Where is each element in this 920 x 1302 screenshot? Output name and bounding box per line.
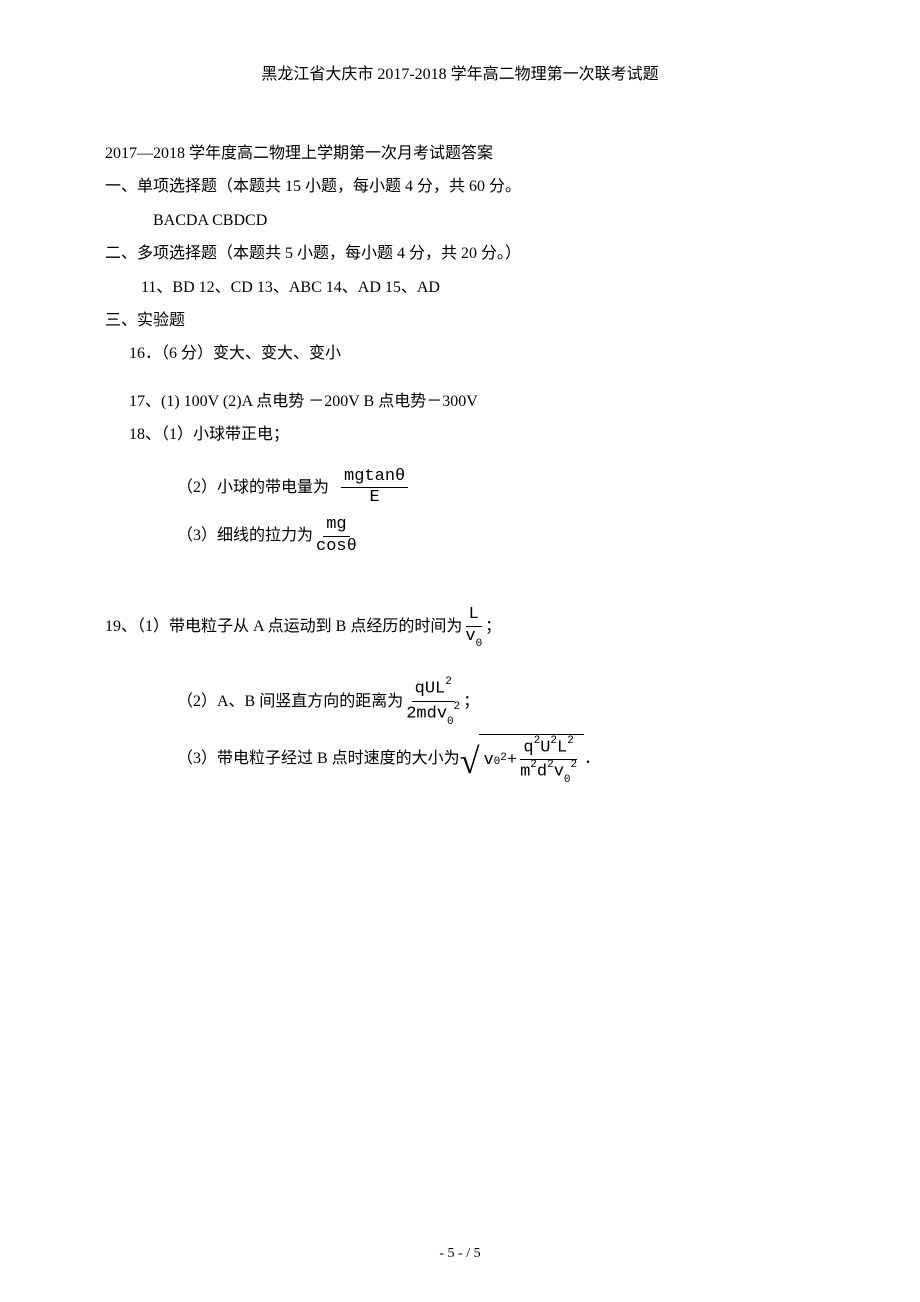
header-title-text: 黑龙江省大庆市 2017-2018 学年高二物理第一次联考试题 [261, 66, 658, 83]
q16-answer: 16．（6 分）变大、变大、变小 [105, 339, 815, 369]
answer-title: 2017—2018 学年度高二物理上学期第一次月考试题答案 [105, 139, 815, 169]
q19-part1: 19、（1）带电粒子从 A 点运动到 B 点经历的时间为 L v0 ； [105, 606, 815, 648]
frac-num: q2U2L2 [520, 737, 576, 760]
sqrt-expression: √ v02+ q2U2L2 m2d2v02 [460, 734, 584, 784]
section-3-heading: 三、实验题 [105, 306, 815, 336]
q18-part1: 18、（1）小球带正电； [105, 420, 815, 450]
frac-num: qUL2 [412, 678, 455, 701]
q18-part2: （2）小球的带电量为 mgtanθ E [105, 468, 815, 508]
frac-den: m2d2v02 [517, 760, 580, 784]
semicolon: ； [485, 612, 501, 642]
q18-part2-fraction: mgtanθ E [341, 468, 408, 508]
page-number: - 5 - / 5 [439, 1246, 480, 1261]
q18-part3-label: （3）细线的拉力为 [177, 521, 313, 551]
document-body: 2017—2018 学年度高二物理上学期第一次月考试题答案 一、单项选择题（本题… [105, 139, 815, 784]
q18-part3: （3）细线的拉力为 mg cosθ [105, 516, 815, 556]
q19-part3-label: （3）带电粒子经过 B 点时速度的大小为 [177, 744, 460, 774]
q19-part1-label: 19、（1）带电粒子从 A 点运动到 B 点经历的时间为 [105, 612, 462, 642]
frac-den: v0 [462, 627, 485, 648]
frac-num: L [466, 606, 482, 627]
frac-den: cosθ [313, 537, 360, 557]
section-1-heading: 一、单项选择题（本题共 15 小题，每小题 4 分，共 60 分。 [105, 172, 815, 202]
q19-part1-fraction: L v0 [462, 606, 485, 648]
section-1-answers: BACDA CBDCD [105, 206, 815, 236]
q18-part2-label: （2）小球的带电量为 [177, 473, 329, 503]
q18-part3-fraction: mg cosθ [313, 516, 360, 556]
page-header: 黑龙江省大庆市 2017-2018 学年高二物理第一次联考试题 [105, 60, 815, 84]
section-2-answers: 11、BD 12、CD 13、ABC 14、AD 15、AD [105, 273, 815, 303]
frac-num: mg [323, 516, 349, 537]
q19-part2-label: （2）A、B 间竖直方向的距离为 [177, 687, 403, 717]
semicolon: ； [463, 687, 479, 717]
q19-part2-fraction: qUL2 2mdv02 [403, 678, 463, 725]
page-footer: - 5 - / 5 [0, 1246, 920, 1262]
frac-den: E [367, 488, 383, 508]
q19-part3: （3）带电粒子经过 B 点时速度的大小为 √ v02+ q2U2L2 m2d2v… [105, 734, 815, 784]
frac-den: 2mdv02 [403, 702, 463, 726]
frac-num: mgtanθ [341, 468, 408, 489]
q19-part2: （2）A、B 间竖直方向的距离为 qUL2 2mdv02 ； [105, 678, 815, 725]
q17-answer: 17、(1) 100V (2)A 点电势 －200V B 点电势－300V [105, 387, 815, 417]
section-2-heading: 二、多项选择题（本题共 5 小题，每小题 4 分，共 20 分。） [105, 239, 815, 269]
sqrt-content: v02+ q2U2L2 m2d2v02 [479, 734, 584, 784]
sqrt-symbol: √ [460, 743, 480, 779]
period: ． [584, 744, 600, 774]
inner-fraction: q2U2L2 m2d2v02 [517, 737, 580, 784]
